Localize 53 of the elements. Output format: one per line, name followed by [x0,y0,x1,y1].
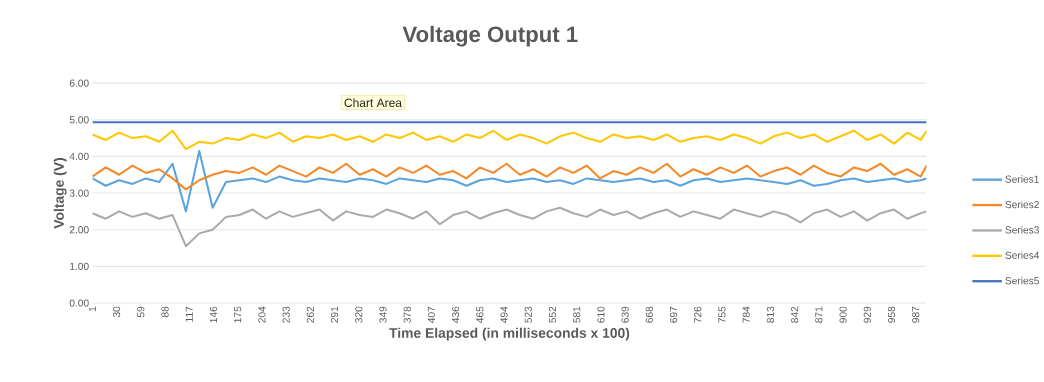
x-tick-label: 668 [645,306,653,323]
x-tick-label: 929 [863,306,871,323]
legend-label: Series1 [1005,175,1039,183]
y-tick-label: 5.00 [69,115,89,124]
y-tick-label: 4.00 [69,152,89,160]
legend-label: Series2 [1005,200,1039,208]
chart-title: Voltage Output 1 [402,25,578,47]
x-tick-label: 407 [427,306,435,323]
x-tick-label: 871 [815,306,823,323]
x-tick-label: 697 [669,306,678,323]
x-tick-label: 494 [500,306,508,323]
x-tick-label: 523 [524,306,532,323]
x-axis-title: Time Elapsed (in milliseconds x 100) [389,327,630,341]
x-tick-label: 958 [887,306,896,323]
x-tick-label: 117 [185,306,193,322]
y-tick-label: 6.00 [69,79,89,87]
x-tick-label: 146 [209,306,218,323]
y-axis-title: Voltage (V) [53,157,67,229]
x-tick-label: 1 [88,306,96,311]
x-tick-label: 581 [573,306,581,323]
y-tick-label: 0.00 [69,299,89,307]
legend-label: Series4 [1005,251,1040,259]
legend-label: Series3 [1005,225,1039,234]
line-series [92,162,927,191]
x-tick-label: 204 [258,306,266,323]
x-tick-label: 784 [742,306,750,323]
x-tick-label: 233 [282,306,290,323]
x-tick-label: 436 [452,306,460,323]
x-tick-label: 30 [113,306,121,317]
x-tick-label: 465 [476,306,484,323]
x-tick-label: 175 [234,306,242,323]
x-tick-label: 726 [694,306,702,323]
x-tick-label: 552 [548,306,557,323]
x-tick-label: 320 [355,306,363,323]
x-tick-label: 987 [912,306,920,323]
legend-label: Series5 [1005,276,1039,285]
x-tick-label: 378 [403,306,411,323]
x-tick-label: 900 [839,306,847,323]
x-tick-label: 59 [137,306,145,317]
x-tick-label: 349 [379,306,387,323]
y-tick-label: 3.00 [69,189,89,197]
line-series [92,129,927,150]
x-tick-label: 639 [621,306,629,323]
x-tick-label: 813 [766,306,775,323]
x-tick-label: 842 [791,306,799,323]
annotation: Chart Area [344,97,402,107]
x-tick-label: 88 [161,306,169,317]
x-tick-label: 610 [597,306,605,323]
x-tick-label: 291 [330,306,339,323]
y-tick-label: 2.00 [69,225,89,234]
x-tick-label: 755 [718,306,726,323]
x-tick-label: 262 [306,306,314,323]
y-tick-label: 1.00 [70,262,89,270]
